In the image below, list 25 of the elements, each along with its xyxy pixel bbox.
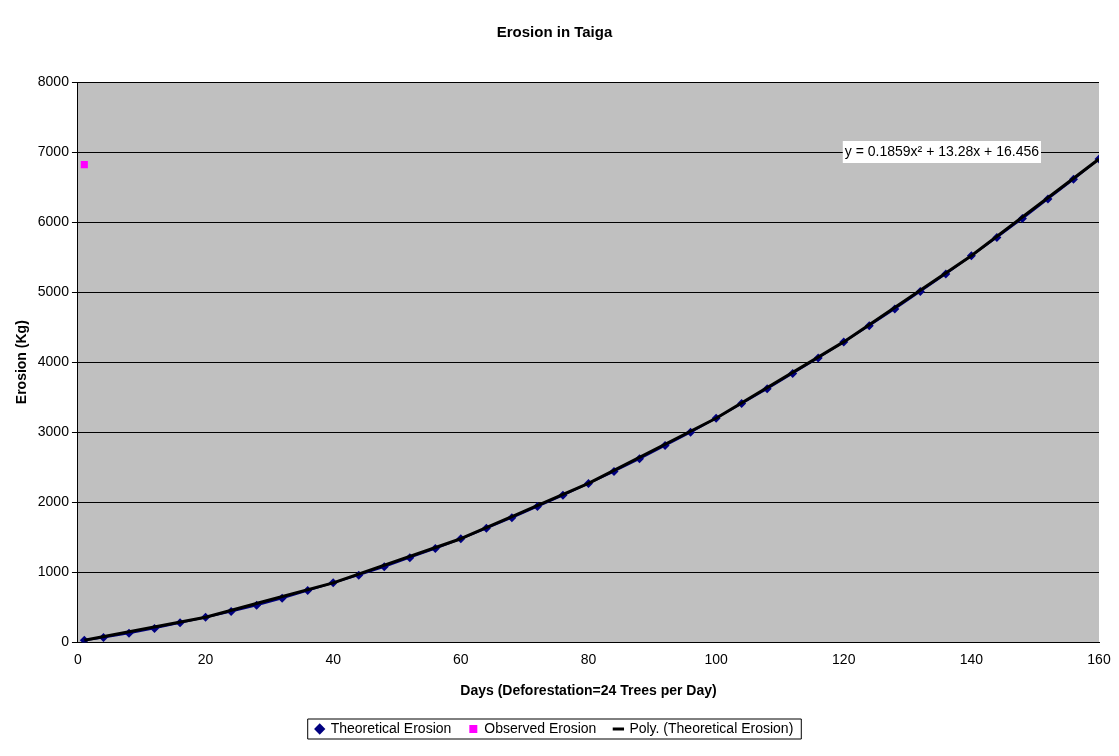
- y-axis-title: Erosion (Kg): [13, 320, 30, 405]
- x-tick-label: 60: [453, 650, 469, 667]
- x-tick-label: 100: [704, 650, 728, 667]
- x-tick-label: 20: [197, 650, 214, 667]
- y-tick-label: 8000: [37, 72, 70, 89]
- x-tick-label: 40: [325, 650, 342, 667]
- chart-title: Erosion in Taiga: [496, 23, 613, 41]
- y-tick-label: 2000: [37, 493, 70, 510]
- legend-label: Poly. (Theoretical Erosion): [629, 719, 794, 736]
- x-tick-label: 0: [74, 650, 83, 667]
- y-tick-label: 5000: [37, 283, 70, 300]
- annotation: y = 0.1859x² + 13.28x + 16.456: [844, 142, 1040, 159]
- y-tick-label: 3000: [37, 423, 70, 440]
- x-tick-label: 80: [580, 650, 597, 667]
- legend-label: Theoretical Erosion: [330, 719, 452, 736]
- legend-label: Observed Erosion: [484, 719, 597, 736]
- x-tick-label: 140: [959, 650, 984, 667]
- y-tick-label: 1000: [37, 563, 70, 580]
- y-tick-label: 0: [61, 633, 70, 650]
- y-tick-label: 7000: [37, 142, 70, 159]
- x-tick-label: 160: [1087, 650, 1111, 667]
- x-tick-label: 120: [832, 650, 856, 667]
- y-tick-label: 4000: [37, 353, 70, 370]
- x-axis-title: Days (Deforestation=24 Trees per Day): [460, 682, 717, 699]
- y-tick-label: 6000: [37, 212, 70, 229]
